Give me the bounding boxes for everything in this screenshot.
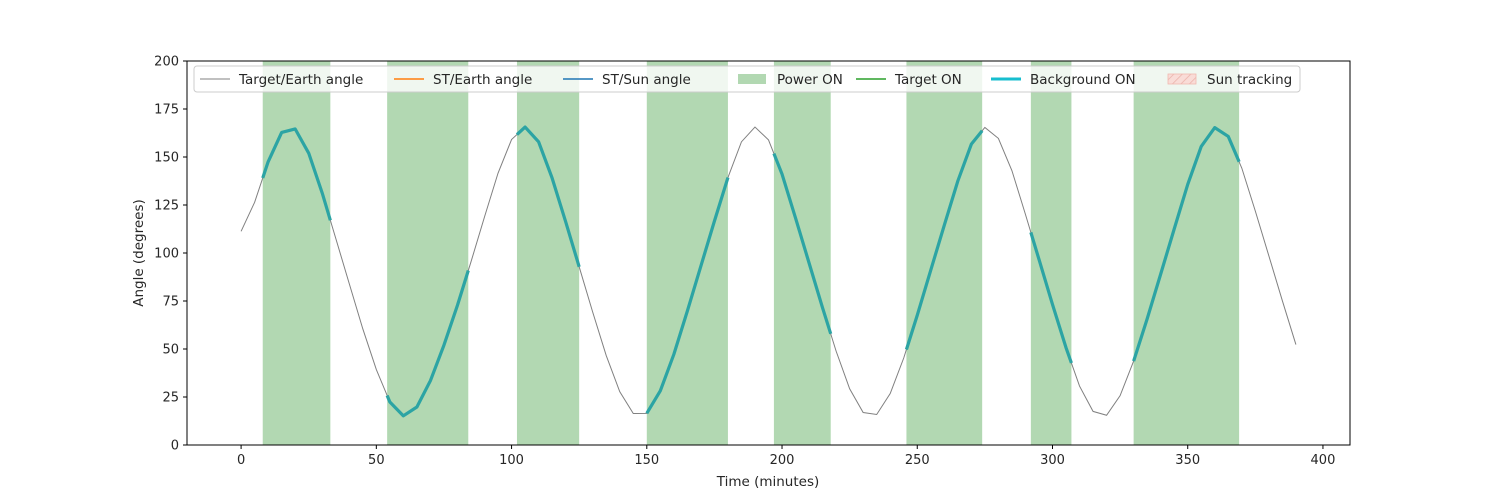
legend-label-target-earth-angle: Target/Earth angle [238, 72, 363, 88]
background-on-segment-8 [1132, 126, 1241, 362]
power-on-span-5 [773, 61, 831, 445]
x-tick-label: 250 [905, 453, 930, 468]
background-on-segment-3 [515, 125, 581, 268]
background-on-segment-2 [385, 270, 470, 418]
background-on-segment-5 [772, 152, 833, 335]
legend-handle-sun-tracking [1167, 73, 1197, 85]
y-tick-label: 75 [162, 295, 179, 310]
power-on-span-6 [906, 61, 983, 445]
power-on-span-4 [646, 61, 728, 445]
power-on-span-1 [262, 61, 331, 445]
power-on-span-2 [387, 61, 469, 445]
legend-label-background-on: Background ON [1030, 72, 1136, 88]
y-tick-label: 0 [171, 439, 179, 454]
power-on-span-8 [1133, 61, 1240, 445]
background-on-segment-6 [904, 129, 984, 350]
legend-label-st-sun-angle: ST/Sun angle [602, 72, 691, 88]
x-tick-label: 350 [1175, 453, 1200, 468]
axes: 0 50 100 150 200 250 300 350 400 0 25 50 75 100 125 150… [154, 55, 1351, 468]
y-tick-label: 150 [154, 151, 179, 166]
background-on-segment-1 [261, 127, 332, 221]
x-tick-label: 0 [237, 453, 245, 468]
power-on-span-3 [516, 61, 580, 445]
background-on-segment-4 [645, 177, 730, 415]
x-tick-label: 300 [1040, 453, 1065, 468]
y-tick-label: 200 [154, 55, 179, 70]
y-tick-label: 175 [154, 103, 179, 118]
plot-area [240, 61, 1297, 445]
y-axis-label: Angle (degrees) [131, 199, 147, 307]
x-tick-label: 150 [634, 453, 659, 468]
x-tick-label: 400 [1311, 453, 1336, 468]
y-tick-label: 100 [154, 247, 179, 262]
legend-label-sun-tracking: Sun tracking [1207, 72, 1292, 88]
y-tick-label: 25 [162, 391, 179, 406]
x-tick-label: 200 [770, 453, 795, 468]
x-tick-label: 50 [368, 453, 385, 468]
legend: Target/Earth angle ST/Earth angle ST/Sun a… [193, 65, 1301, 93]
legend-label-st-earth-angle: ST/Earth angle [433, 72, 532, 88]
background-on-segment-7 [1029, 231, 1073, 364]
legend-label-target-on: Target ON [894, 72, 962, 88]
legend-label-power-on: Power ON [777, 72, 843, 88]
y-tick-label: 125 [154, 199, 179, 214]
y-tick-label: 50 [162, 343, 179, 358]
legend-handle-power-on [738, 74, 766, 84]
x-tick-label: 100 [499, 453, 524, 468]
x-axis-label: Time (minutes) [716, 474, 820, 490]
